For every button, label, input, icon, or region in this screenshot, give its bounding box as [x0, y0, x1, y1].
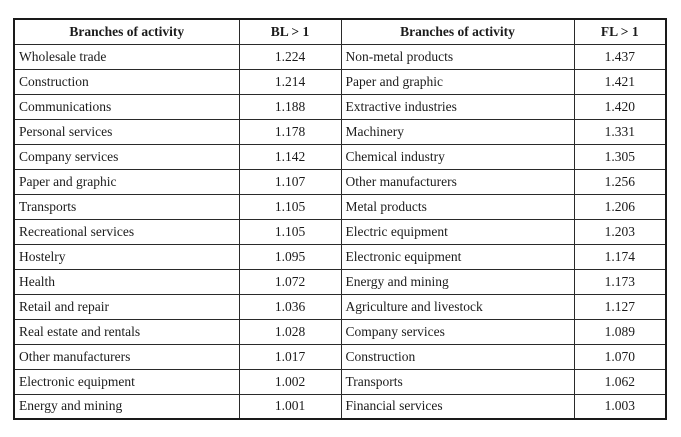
- branch-fl-cell: Chemical industry: [340, 143, 575, 170]
- bl-value-cell: 1.036: [238, 293, 342, 320]
- fl-value-cell: 1.173: [573, 268, 667, 295]
- bl-value-cell: 1.224: [238, 43, 342, 70]
- branch-fl-cell: Other manufacturers: [340, 168, 575, 195]
- table-row: Real estate and rentals 1.028 Company se…: [13, 318, 667, 345]
- branch-fl-cell: Energy and mining: [340, 268, 575, 295]
- header-bl: BL > 1: [238, 18, 342, 45]
- table-row: Transports 1.105 Metal products 1.206: [13, 193, 667, 220]
- bl-value-cell: 1.095: [238, 243, 342, 270]
- bl-value-cell: 1.105: [238, 193, 342, 220]
- branch-bl-cell: Communications: [13, 93, 240, 120]
- table-row: Other manufacturers 1.017 Construction 1…: [13, 343, 667, 370]
- bl-value-cell: 1.107: [238, 168, 342, 195]
- branch-bl-cell: Company services: [13, 143, 240, 170]
- branch-bl-cell: Paper and graphic: [13, 168, 240, 195]
- branch-bl-cell: Construction: [13, 68, 240, 95]
- table-row: Health 1.072 Energy and mining 1.173: [13, 268, 667, 295]
- bl-value-cell: 1.188: [238, 93, 342, 120]
- branch-bl-cell: Hostelry: [13, 243, 240, 270]
- fl-value-cell: 1.003: [573, 393, 667, 420]
- branch-bl-cell: Transports: [13, 193, 240, 220]
- bl-value-cell: 1.178: [238, 118, 342, 145]
- bl-value-cell: 1.028: [238, 318, 342, 345]
- branch-fl-cell: Company services: [340, 318, 575, 345]
- branch-fl-cell: Construction: [340, 343, 575, 370]
- fl-value-cell: 1.331: [573, 118, 667, 145]
- branch-fl-cell: Agriculture and livestock: [340, 293, 575, 320]
- branch-fl-cell: Paper and graphic: [340, 68, 575, 95]
- table-header-row: Branches of activity BL > 1 Branches of …: [13, 18, 667, 45]
- fl-value-cell: 1.127: [573, 293, 667, 320]
- fl-value-cell: 1.420: [573, 93, 667, 120]
- table-row: Construction 1.214 Paper and graphic 1.4…: [13, 68, 667, 95]
- fl-value-cell: 1.089: [573, 318, 667, 345]
- branch-fl-cell: Extractive industries: [340, 93, 575, 120]
- branch-fl-cell: Non-metal products: [340, 43, 575, 70]
- table-row: Retail and repair 1.036 Agriculture and …: [13, 293, 667, 320]
- bl-value-cell: 1.214: [238, 68, 342, 95]
- branch-fl-cell: Electronic equipment: [340, 243, 575, 270]
- table-row: Company services 1.142 Chemical industry…: [13, 143, 667, 170]
- branch-bl-cell: Recreational services: [13, 218, 240, 245]
- fl-value-cell: 1.174: [573, 243, 667, 270]
- branch-bl-cell: Retail and repair: [13, 293, 240, 320]
- branch-bl-cell: Personal services: [13, 118, 240, 145]
- fl-value-cell: 1.206: [573, 193, 667, 220]
- branch-fl-cell: Machinery: [340, 118, 575, 145]
- table-row: Hostelry 1.095 Electronic equipment 1.17…: [13, 243, 667, 270]
- header-branches-fl: Branches of activity: [340, 18, 575, 45]
- table-row: Energy and mining 1.001 Financial servic…: [13, 393, 667, 420]
- table-row: Recreational services 1.105 Electric equ…: [13, 218, 667, 245]
- fl-value-cell: 1.437: [573, 43, 667, 70]
- table-row: Electronic equipment 1.002 Transports 1.…: [13, 368, 667, 395]
- table-row: Paper and graphic 1.107 Other manufactur…: [13, 168, 667, 195]
- branch-bl-cell: Energy and mining: [13, 393, 240, 420]
- branch-fl-cell: Metal products: [340, 193, 575, 220]
- bl-value-cell: 1.105: [238, 218, 342, 245]
- branch-bl-cell: Health: [13, 268, 240, 295]
- branch-fl-cell: Transports: [340, 368, 575, 395]
- bl-value-cell: 1.017: [238, 343, 342, 370]
- branch-fl-cell: Financial services: [340, 393, 575, 420]
- linkage-table: Branches of activity BL > 1 Branches of …: [13, 18, 667, 420]
- fl-value-cell: 1.421: [573, 68, 667, 95]
- table-row: Wholesale trade 1.224 Non-metal products…: [13, 43, 667, 70]
- table-row: Personal services 1.178 Machinery 1.331: [13, 118, 667, 145]
- fl-value-cell: 1.070: [573, 343, 667, 370]
- bl-value-cell: 1.072: [238, 268, 342, 295]
- table-row: Communications 1.188 Extractive industri…: [13, 93, 667, 120]
- fl-value-cell: 1.203: [573, 218, 667, 245]
- branch-bl-cell: Electronic equipment: [13, 368, 240, 395]
- branch-bl-cell: Wholesale trade: [13, 43, 240, 70]
- branch-bl-cell: Real estate and rentals: [13, 318, 240, 345]
- bl-value-cell: 1.001: [238, 393, 342, 420]
- fl-value-cell: 1.256: [573, 168, 667, 195]
- branch-bl-cell: Other manufacturers: [13, 343, 240, 370]
- header-fl: FL > 1: [573, 18, 667, 45]
- branch-fl-cell: Electric equipment: [340, 218, 575, 245]
- fl-value-cell: 1.305: [573, 143, 667, 170]
- bl-value-cell: 1.002: [238, 368, 342, 395]
- header-branches-bl: Branches of activity: [13, 18, 240, 45]
- fl-value-cell: 1.062: [573, 368, 667, 395]
- bl-value-cell: 1.142: [238, 143, 342, 170]
